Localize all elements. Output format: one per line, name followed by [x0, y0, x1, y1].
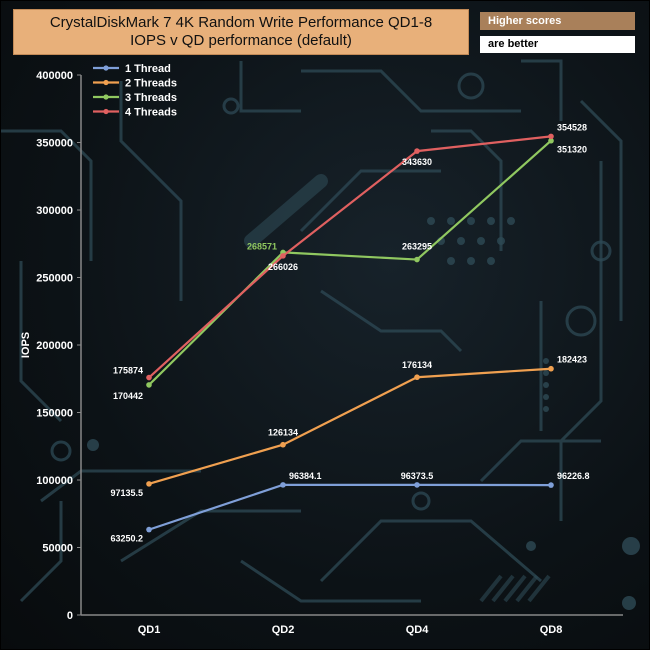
series-2: 97135.5 126134 176134 182423	[110, 355, 587, 498]
y-tick-label: 100000	[36, 475, 73, 487]
legend-item: 2 Threads	[93, 78, 177, 90]
chart-title-line-2: IOPS v QD performance (default)	[130, 32, 352, 49]
series-4: 175874 266026 343630 354528	[113, 122, 587, 381]
y-tick-label: 150000	[36, 408, 73, 420]
data-label: 96373.5	[401, 471, 434, 481]
legend-item: 3 Threads	[93, 92, 177, 104]
data-label: 182423	[557, 355, 587, 365]
y-tick-label: 50000	[42, 543, 73, 555]
x-tick-labels: QD1 QD2 QD4 QD8	[138, 624, 563, 636]
data-label: 268571	[247, 241, 277, 251]
data-label: 96384.1	[289, 471, 322, 481]
series-layer: 63250.2 96384.1 96373.5 96226.8 97135.5 12613…	[110, 122, 589, 543]
data-point	[280, 253, 286, 259]
data-label: 126134	[268, 428, 298, 438]
y-tick-label: 200000	[36, 340, 73, 352]
y-axis-title: IOPS	[20, 332, 32, 358]
data-label: 263295	[402, 242, 432, 252]
data-point	[548, 137, 554, 144]
data-label: 266026	[268, 262, 298, 272]
y-tick-label: 250000	[36, 273, 73, 285]
y-tick-label: 350000	[36, 138, 73, 150]
legend-label: 1 Thread	[125, 63, 171, 75]
data-point	[414, 256, 420, 263]
data-label: 343630	[402, 157, 432, 167]
data-label: 351320	[557, 145, 587, 155]
legend-swatch-marker	[103, 65, 109, 71]
series-3: 170442 268571 263295 351320	[113, 137, 587, 401]
data-point	[146, 526, 152, 533]
chart-title-box: CrystalDiskMark 7 4K Random Write Perfor…	[13, 9, 469, 55]
data-label: 170442	[113, 391, 143, 401]
data-point	[280, 482, 286, 488]
data-label: 354528	[557, 122, 587, 132]
series-line	[148, 367, 552, 485]
data-label: 96226.8	[557, 471, 590, 481]
series-line	[148, 139, 552, 386]
data-point	[414, 482, 420, 488]
data-point	[280, 441, 286, 448]
data-point	[548, 133, 554, 140]
y-tick-label: 300000	[36, 205, 73, 217]
chart-title-line-1: CrystalDiskMark 7 4K Random Write Perfor…	[49, 14, 433, 31]
y-tick-label: 0	[67, 610, 73, 622]
legend-label: 3 Threads	[125, 92, 177, 104]
data-label: 175874	[113, 366, 143, 376]
y-tick-label: 400000	[36, 70, 73, 82]
x-tick-label: QD2	[272, 624, 295, 636]
are-better-badge: are better	[480, 36, 635, 53]
data-label: 97135.5	[110, 488, 143, 498]
data-point	[146, 481, 152, 487]
data-point	[414, 374, 420, 381]
data-label: 63250.2	[110, 534, 143, 544]
series-line	[148, 135, 552, 379]
data-point	[548, 482, 554, 488]
x-tick-label: QD8	[540, 624, 563, 636]
data-point	[414, 148, 420, 154]
x-tick-label: QD4	[406, 624, 430, 636]
data-label: 176134	[402, 360, 432, 370]
series-1: 63250.2 96384.1 96373.5 96226.8	[110, 471, 589, 544]
y-tick-labels: 0 50000 100000 150000 200000 250000 300000 3500…	[36, 70, 81, 622]
legend-swatch-marker	[103, 108, 109, 115]
legend-swatch-marker	[103, 79, 109, 86]
legend: 1 Thread 2 Threads 3 Threads 4 Threads	[93, 63, 177, 119]
legend-label: 2 Threads	[125, 78, 177, 90]
data-point	[146, 382, 152, 388]
legend-item: 4 Threads	[93, 107, 177, 119]
data-point	[548, 365, 554, 372]
legend-swatch-marker	[103, 94, 109, 100]
x-tick-label: QD1	[138, 624, 161, 636]
series-line	[148, 483, 552, 531]
legend-item: 1 Thread	[93, 63, 171, 75]
higher-scores-badge: Higher scores	[480, 12, 635, 30]
legend-label: 4 Threads	[125, 107, 177, 119]
data-point	[146, 374, 152, 381]
